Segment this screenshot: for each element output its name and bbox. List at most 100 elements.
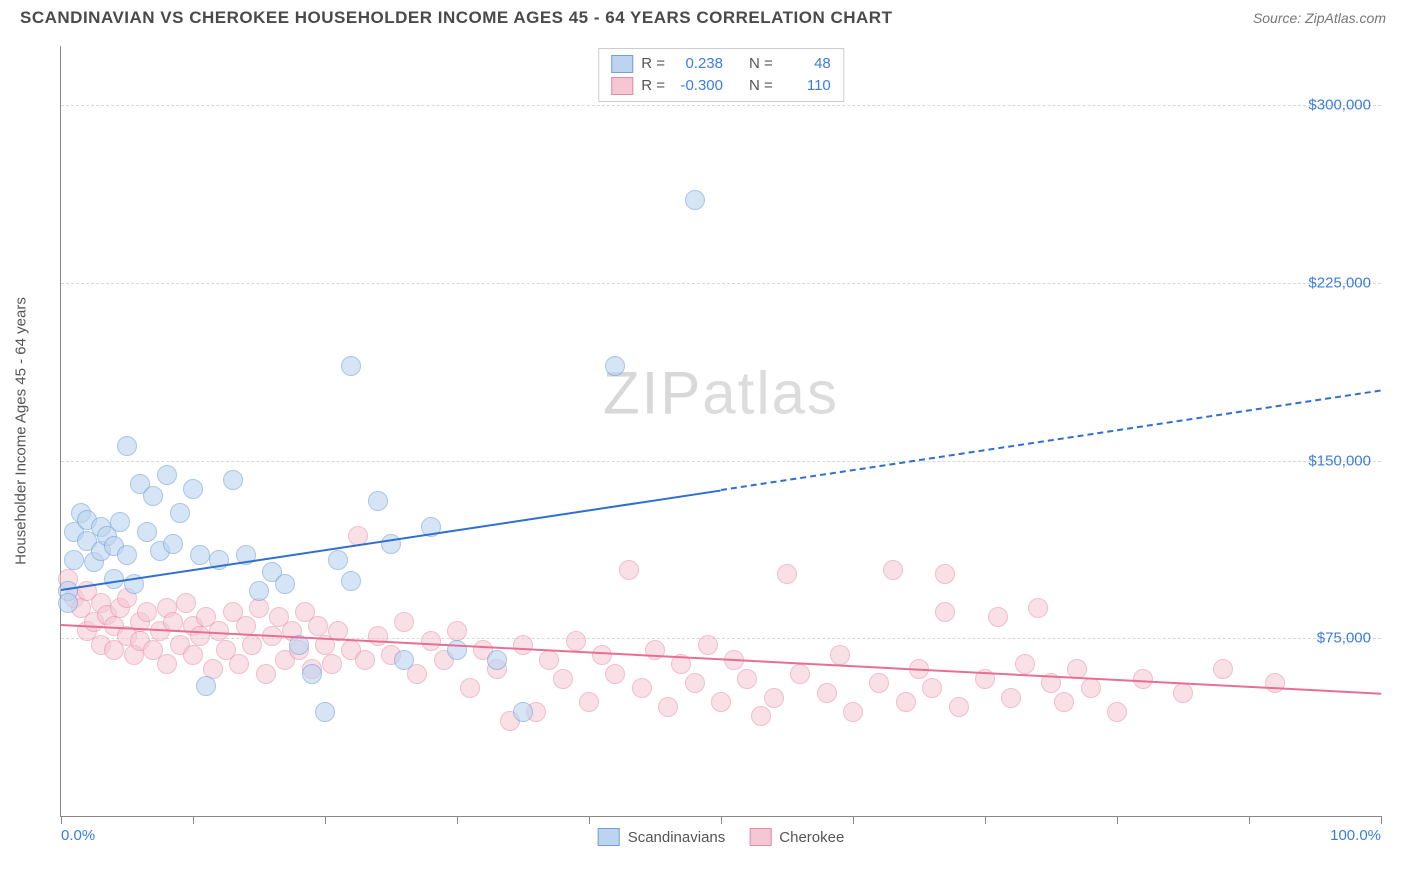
data-point <box>1133 669 1153 689</box>
data-point <box>143 486 163 506</box>
data-point <box>322 654 342 674</box>
stat-label-r: R = <box>641 53 665 75</box>
scatter-plot-area: Householder Income Ages 45 - 64 years ZI… <box>60 46 1381 817</box>
data-point <box>117 436 137 456</box>
legend-swatch <box>598 828 620 846</box>
data-point <box>368 491 388 511</box>
x-tick <box>1117 816 1118 824</box>
data-point <box>256 664 276 684</box>
data-point <box>698 635 718 655</box>
data-point <box>170 503 190 523</box>
stat-label-n: N = <box>749 75 773 97</box>
stat-r-value: 0.238 <box>673 53 723 75</box>
data-point <box>1015 654 1035 674</box>
data-point <box>843 702 863 722</box>
data-point <box>183 645 203 665</box>
data-point <box>341 571 361 591</box>
legend-item: Scandinavians <box>598 828 726 846</box>
stats-row: R = 0.238 N = 48 <box>611 53 831 75</box>
x-tick <box>325 816 326 824</box>
data-point <box>513 635 533 655</box>
data-point <box>249 581 269 601</box>
data-point <box>328 550 348 570</box>
watermark: ZIPatlas <box>603 358 839 427</box>
y-tick-label: $150,000 <box>1308 452 1371 469</box>
data-point <box>157 465 177 485</box>
chart-title: SCANDINAVIAN VS CHEROKEE HOUSEHOLDER INC… <box>20 8 892 28</box>
y-axis-title: Householder Income Ages 45 - 64 years <box>13 297 30 565</box>
correlation-stats-box: R = 0.238 N = 48 R = -0.300 N = 110 <box>598 48 844 102</box>
source-attribution: Source: ZipAtlas.com <box>1253 10 1386 26</box>
data-point <box>777 564 797 584</box>
data-point <box>447 640 467 660</box>
x-tick <box>61 816 62 824</box>
data-point <box>137 602 157 622</box>
data-point <box>566 631 586 651</box>
gridline <box>61 283 1381 284</box>
data-point <box>460 678 480 698</box>
stat-label-r: R = <box>641 75 665 97</box>
data-point <box>315 702 335 722</box>
legend-item: Cherokee <box>749 828 844 846</box>
stat-n-value: 110 <box>781 75 831 97</box>
legend-swatch <box>749 828 771 846</box>
data-point <box>1001 688 1021 708</box>
data-point <box>830 645 850 665</box>
data-point <box>685 673 705 693</box>
data-point <box>896 692 916 712</box>
data-point <box>163 534 183 554</box>
data-point <box>1081 678 1101 698</box>
data-point <box>110 512 130 532</box>
data-point <box>988 607 1008 627</box>
data-point <box>308 616 328 636</box>
trend-line <box>61 624 1381 695</box>
y-tick-label: $300,000 <box>1308 97 1371 114</box>
data-point <box>242 635 262 655</box>
data-point <box>421 631 441 651</box>
legend-label: Scandinavians <box>628 829 726 846</box>
stat-label-n: N = <box>749 53 773 75</box>
data-point <box>368 626 388 646</box>
data-point <box>685 190 705 210</box>
data-point <box>394 650 414 670</box>
data-point <box>922 678 942 698</box>
data-point <box>869 673 889 693</box>
stat-r-value: -0.300 <box>673 75 723 97</box>
data-point <box>513 702 533 722</box>
data-point <box>1054 692 1074 712</box>
data-point <box>341 356 361 376</box>
data-point <box>658 697 678 717</box>
data-point <box>935 564 955 584</box>
data-point <box>764 688 784 708</box>
x-label-right: 100.0% <box>1330 827 1381 844</box>
data-point <box>949 697 969 717</box>
data-point <box>817 683 837 703</box>
data-point <box>381 534 401 554</box>
data-point <box>157 654 177 674</box>
y-tick-label: $225,000 <box>1308 274 1371 291</box>
stat-n-value: 48 <box>781 53 831 75</box>
data-point <box>1173 683 1193 703</box>
gridline <box>61 105 1381 106</box>
data-point <box>275 574 295 594</box>
x-tick <box>853 816 854 824</box>
data-point <box>883 560 903 580</box>
data-point <box>190 626 210 646</box>
data-point <box>1265 673 1285 693</box>
data-point <box>751 706 771 726</box>
data-point <box>58 593 78 613</box>
stats-row: R = -0.300 N = 110 <box>611 75 831 97</box>
legend: Scandinavians Cherokee <box>598 828 845 846</box>
data-point <box>619 560 639 580</box>
data-point <box>1107 702 1127 722</box>
data-point <box>196 676 216 696</box>
data-point <box>790 664 810 684</box>
data-point <box>592 645 612 665</box>
data-point <box>223 470 243 490</box>
data-point <box>190 545 210 565</box>
legend-swatch <box>611 77 633 95</box>
y-tick-label: $75,000 <box>1317 630 1371 647</box>
data-point <box>117 545 137 565</box>
data-point <box>137 522 157 542</box>
data-point <box>632 678 652 698</box>
